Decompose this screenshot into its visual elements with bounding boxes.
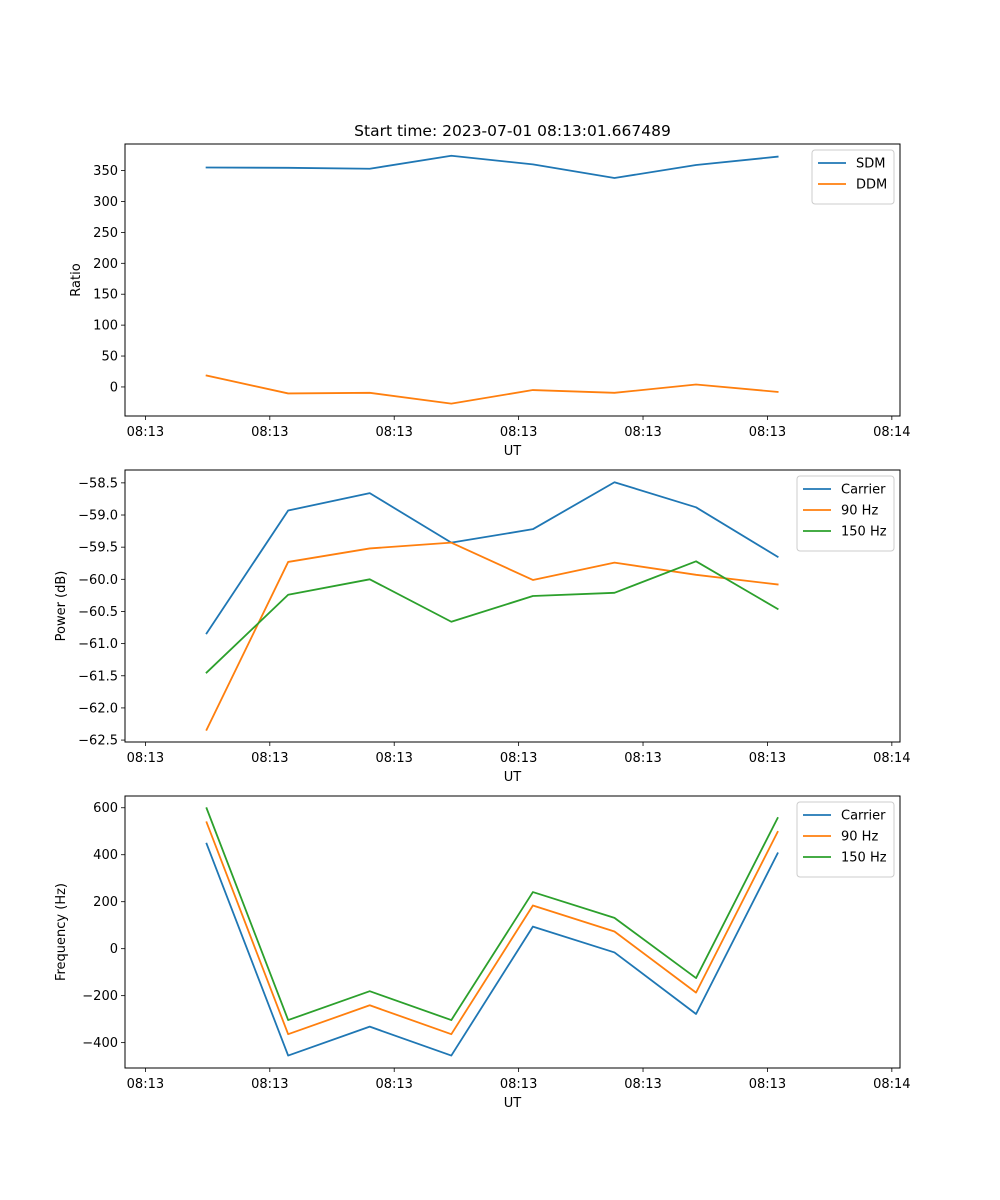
y-tick-label: −200: [82, 989, 118, 1004]
y-tick-label: 600: [93, 801, 118, 816]
y-axis-label: Frequency (Hz): [54, 883, 69, 981]
x-tick-label: 08:14: [873, 1077, 910, 1092]
y-tick-label: −61.0: [78, 637, 118, 652]
x-axis-label: UT: [504, 444, 522, 459]
legend: SDM DDM: [811, 149, 895, 205]
legend-label: SDM: [856, 157, 885, 172]
x-axis-label: UT: [504, 770, 522, 785]
y-tick-label: 250: [93, 226, 118, 241]
legend-label: 90 Hz: [841, 504, 878, 519]
series-group: [205, 807, 779, 1057]
x-tick-label: 08:13: [749, 751, 786, 766]
x-tick-label: 08:13: [749, 425, 786, 440]
y-tick-label: −59.0: [78, 509, 118, 524]
series-line-ddm: [205, 374, 779, 405]
subplots: 08:13 08:13 08:13 08:13 08:13 08:13 08:14 0 50 10…: [54, 122, 911, 1111]
y-tick-label: 0: [110, 942, 118, 957]
legend-box: [796, 801, 895, 878]
x-tick-label: 08:13: [251, 751, 288, 766]
y-tick-label: 100: [93, 319, 118, 334]
series-line-90-hz: [205, 541, 779, 731]
y-tick-label: 300: [93, 195, 118, 210]
x-tick-label: 08:13: [749, 1077, 786, 1092]
y-tick-label: 350: [93, 164, 118, 179]
y-tick-label: 200: [93, 895, 118, 910]
series-line-90-hz: [205, 821, 779, 1036]
x-tick-label: 08:13: [375, 1077, 412, 1092]
legend-label: 150 Hz: [841, 525, 887, 540]
axes-frame: [124, 795, 901, 1069]
axes-frame: [124, 469, 901, 743]
legend-label: Carrier: [841, 809, 886, 824]
series-line-carrier: [205, 842, 779, 1057]
y-tick-label: 50: [101, 350, 118, 365]
legend: Carrier 90 Hz 150 Hz: [796, 475, 895, 552]
series-line-sdm: [205, 154, 779, 179]
y-tick-label: −58.5: [78, 476, 118, 491]
x-tick-label: 08:13: [375, 751, 412, 766]
legend-box: [796, 475, 895, 552]
series-group: [205, 154, 779, 405]
y-tick-label: 150: [93, 288, 118, 303]
legend-label: Carrier: [841, 483, 886, 498]
axes-frame: [124, 143, 901, 417]
y-tick-label: −62.5: [78, 734, 118, 749]
y-tick-label: −60.5: [78, 605, 118, 620]
subplot-3: 08:13 08:13 08:13 08:13 08:13 08:13 08:14 −400 −…: [54, 795, 911, 1111]
x-tick-label: 08:13: [127, 1077, 164, 1092]
x-tick-label: 08:13: [624, 1077, 661, 1092]
legend-label: 150 Hz: [841, 851, 887, 866]
x-tick-label: 08:13: [500, 751, 537, 766]
series-line-carrier: [205, 481, 779, 635]
y-tick-label: −59.5: [78, 541, 118, 556]
y-tick-label: 200: [93, 257, 118, 272]
x-tick-label: 08:13: [251, 425, 288, 440]
x-tick-label: 08:13: [624, 751, 661, 766]
y-tick-label: −62.0: [78, 701, 118, 716]
x-tick-label: 08:14: [873, 425, 910, 440]
subplot-2: 08:13 08:13 08:13 08:13 08:13 08:13 08:14 −62.5…: [54, 469, 911, 785]
y-tick-label: −60.0: [78, 573, 118, 588]
y-tick-label: 0: [110, 380, 118, 395]
y-axis-label: Ratio: [69, 263, 84, 296]
x-tick-label: 08:13: [375, 425, 412, 440]
y-axis-label: Power (dB): [54, 571, 69, 642]
x-tick-label: 08:13: [251, 1077, 288, 1092]
x-axis-label: UT: [504, 1096, 522, 1111]
legend: Carrier 90 Hz 150 Hz: [796, 801, 895, 878]
series-line-150-hz: [205, 807, 779, 1021]
y-tick-label: 400: [93, 848, 118, 863]
x-tick-label: 08:14: [873, 751, 910, 766]
x-tick-label: 08:13: [127, 425, 164, 440]
chart-title: Start time: 2023-07-01 08:13:01.667489: [354, 122, 671, 140]
series-group: [205, 481, 779, 731]
series-line-150-hz: [205, 560, 779, 674]
x-tick-label: 08:13: [624, 425, 661, 440]
y-tick-label: −400: [82, 1036, 118, 1051]
x-tick-label: 08:13: [500, 1077, 537, 1092]
y-tick-label: −61.5: [78, 669, 118, 684]
x-tick-label: 08:13: [500, 425, 537, 440]
legend-label: 90 Hz: [841, 830, 878, 845]
subplot-1: 08:13 08:13 08:13 08:13 08:13 08:13 08:14 0 50 10…: [69, 122, 911, 459]
x-tick-label: 08:13: [127, 751, 164, 766]
legend-label: DDM: [856, 178, 887, 193]
